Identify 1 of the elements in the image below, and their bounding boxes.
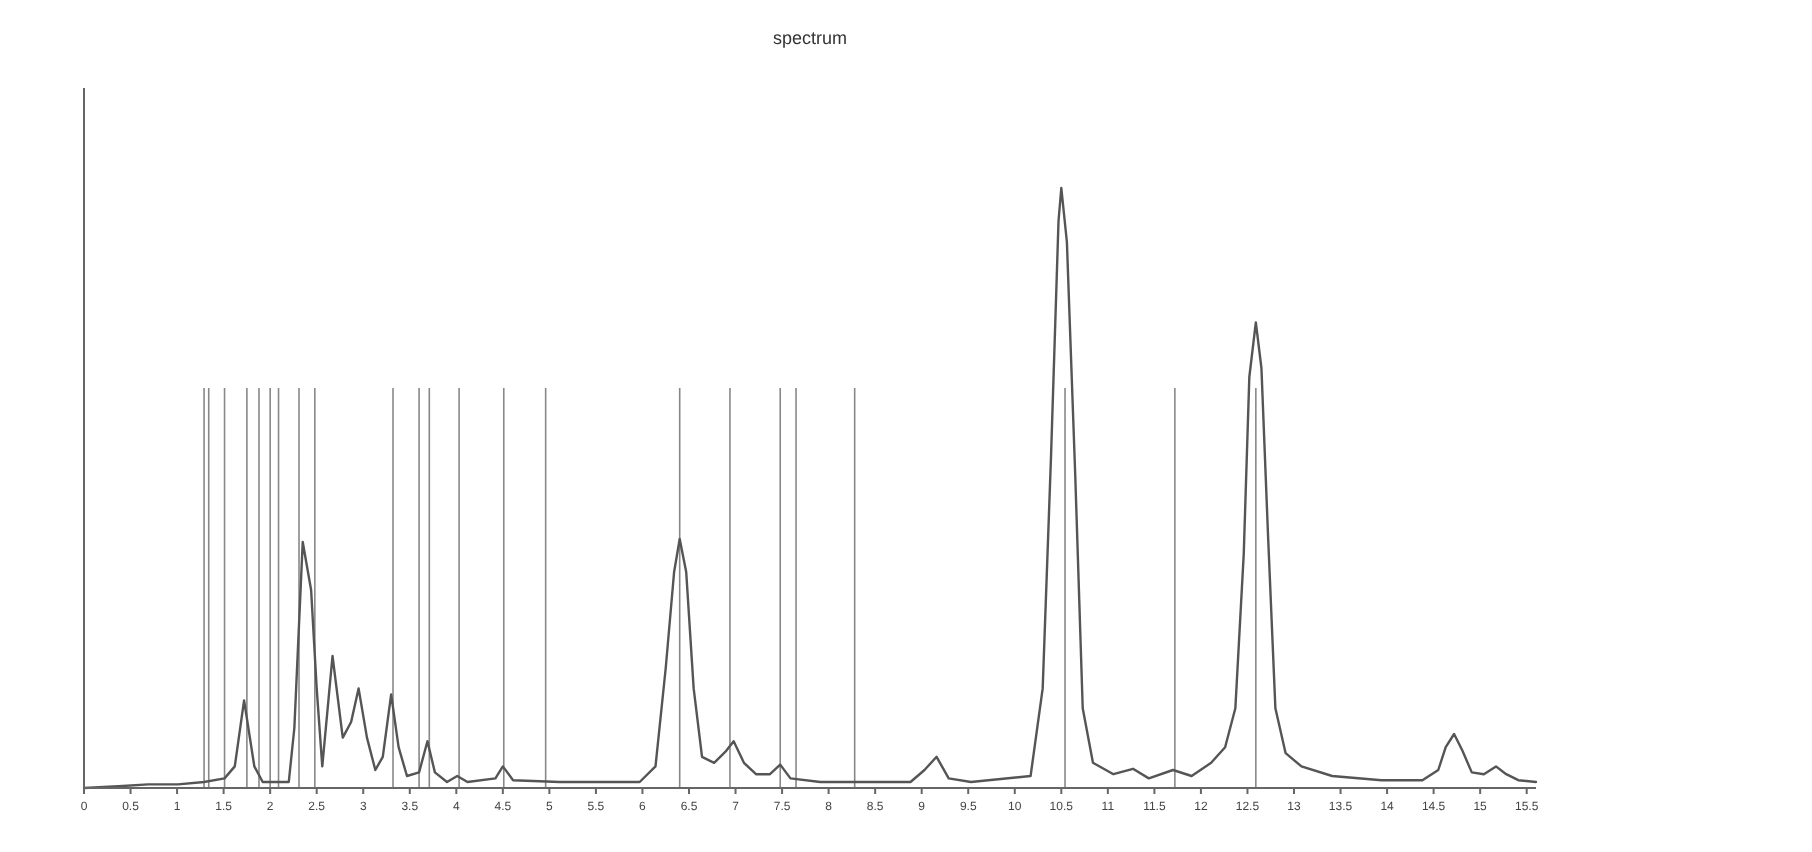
chart-title: spectrum — [772, 28, 848, 48]
